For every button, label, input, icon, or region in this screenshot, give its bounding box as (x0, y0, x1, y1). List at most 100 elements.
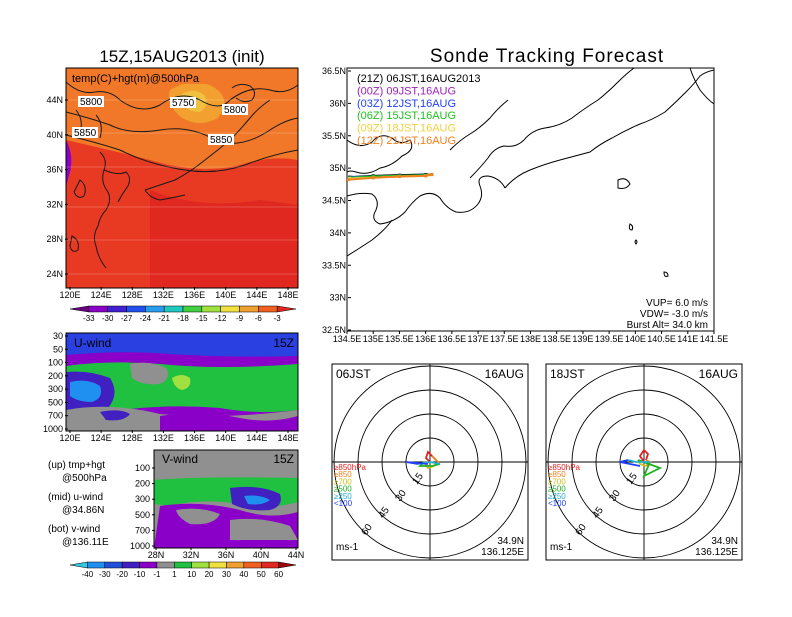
y-tick-label: 700 (135, 525, 150, 535)
x-tick-label: 139E (572, 334, 593, 344)
temperature-map: temp(C)+hgt(m)@500hPa 5800 5750 5800 585… (66, 68, 298, 288)
contour-label: 5850 (74, 128, 97, 139)
tracking-map: (21Z) 06JST,16AUG2013(00Z) 09JST,16AUG (0… (346, 67, 715, 332)
y-tick-label: 30 (53, 331, 63, 341)
colorbar-swatch (201, 305, 221, 313)
colorbar-swatch (69, 561, 88, 569)
track-legend-entry: (06Z) 15JST,16AUG (357, 110, 456, 122)
x-tick-label: 120E (59, 290, 80, 300)
track-annotations: VUP= 6.0 m/s VDW= -3.0 m/s Burst Alt= 34… (627, 298, 708, 331)
x-tick-label: 124E (91, 290, 112, 300)
colorbar-label: 60 (274, 570, 283, 579)
colorbar-swatch (276, 305, 297, 313)
map-label-group: temp(C)+hgt(m)@500hPa (71, 72, 221, 85)
x-tick-label: 44N (288, 550, 305, 560)
track-legend-entry: (00Z) 09JST,16AUG (357, 85, 456, 97)
x-tick-label: 128E (122, 433, 143, 443)
temp-colorbar: -33 -30 -27 -24 -21 -18 -15 -12 -9 -6 -3 (69, 305, 297, 323)
y-tick-label: 40N (46, 130, 63, 140)
x-tick-label: 140.5E (647, 334, 676, 344)
colorbar-swatch (260, 561, 279, 569)
y-tick-label: 36.5N (322, 66, 346, 76)
map-y-ticks: 44N 40N 36N 32N 28N 24N (46, 95, 68, 279)
x-tick-label: 137E (468, 334, 489, 344)
x-tick-label: 137.5E (490, 334, 519, 344)
track-y-ticks: 36.5N 36N 35.5N 35N 34.5N 34N 33.5N 33N 32.5N (322, 66, 351, 335)
hodograph-legend-entry: ≥500 (548, 485, 566, 494)
y-tick-label: 32N (46, 199, 63, 209)
track-legend: (21Z) 06JST,16AUG2013(00Z) 09JST,16AUG (0… (357, 73, 481, 147)
v-wind-panel (154, 450, 298, 548)
colorbar-swatch (145, 305, 165, 313)
colorbar-swatch (87, 561, 106, 569)
hodograph-trace (627, 459, 650, 463)
y-tick-label: 100 (135, 463, 150, 473)
x-tick-label: 120E (59, 433, 80, 443)
hodograph-units: ms-1 (550, 542, 573, 553)
x-tick-label: 140E (625, 334, 646, 344)
colorbar-swatch (139, 561, 158, 569)
colorbar-label: -33 (83, 314, 95, 323)
hodograph-legend-entry: ≥250 (334, 492, 352, 501)
note-mid: (mid) u-wind (48, 492, 103, 503)
x-tick-label: 132E (153, 433, 174, 443)
v-wind-y-ticks: 100 200 300 500 700 1000 (130, 463, 155, 551)
sonde-track-point (347, 178, 350, 182)
note-mid-sub: @34.86N (62, 505, 104, 516)
note-up: (up) tmp+hgt (48, 460, 105, 471)
colorbar-swatch (88, 305, 108, 313)
hodograph-time-label: 18JST (550, 367, 585, 381)
sonde-tracks (347, 173, 434, 182)
x-tick-label: 124E (91, 433, 112, 443)
hodograph-date-label: 16AUG (485, 367, 524, 381)
u-wind-label: U-wind (74, 336, 111, 350)
v-wind-label-bg (160, 452, 208, 466)
u-wind-x-ticks: 120E 124E 128E 132E 136E 140E 144E 148E (59, 430, 299, 443)
colorbar-swatch (156, 561, 175, 569)
y-tick-label: 35.5N (322, 131, 346, 141)
x-tick-label: 148E (277, 290, 298, 300)
colorbar-swatch (69, 305, 90, 313)
sonde-track-point (424, 174, 428, 178)
u-wind-label-bg (72, 336, 120, 350)
contour-labels: 5800 5750 5800 5850 5850 (72, 96, 248, 146)
hodograph-units: ms-1 (336, 542, 359, 553)
hodograph-legend-entry: ≥500 (334, 485, 352, 494)
y-tick-label: 33N (329, 293, 346, 303)
x-tick-label: 141E (677, 334, 698, 344)
hodograph-lat: 34.9N (711, 536, 738, 547)
x-tick-label: 136E (184, 433, 205, 443)
colorbar-label: -40 (82, 570, 94, 579)
colorbar-label: -1 (153, 570, 161, 579)
sonde-track-point (397, 174, 401, 178)
colorbar-swatch (163, 305, 184, 313)
x-tick-label: 139.5E (595, 334, 624, 344)
x-tick-label: 40N (253, 550, 270, 560)
x-tick-label: 136.5E (438, 334, 467, 344)
y-tick-label: 33.5N (322, 260, 346, 270)
hodograph-lat: 34.9N (497, 536, 524, 547)
colorbar-label: -30 (99, 570, 111, 579)
y-tick-label: 500 (135, 510, 150, 520)
colorbar-swatch (208, 561, 227, 569)
contour-label: 5800 (80, 97, 103, 108)
colorbar-swatch (174, 561, 192, 569)
sonde-track-point (348, 176, 352, 180)
hodograph-trace (638, 448, 650, 463)
colorbar-label: -9 (236, 314, 244, 323)
hodograph-legend-entry: ≥700 (548, 477, 566, 486)
y-tick-label: 300 (135, 494, 150, 504)
y-tick-label: 1000 (43, 424, 63, 434)
track-x-ticks: 134.5E 135E 135.5E 136E 136.5E 137E 137.5E 138E… (333, 331, 728, 344)
hodograph-trace (405, 461, 429, 465)
hodograph-trace (619, 459, 641, 467)
colorbar-label: -6 (255, 314, 263, 323)
track-legend-entry: (09Z) 18JST,16AUG (357, 123, 456, 135)
left-title: 15Z,15AUG2013 (init) (99, 47, 264, 66)
track-legend-entry: (21Z) 06JST,16AUG2013 (357, 73, 481, 85)
colorbar-label: -3 (274, 314, 282, 323)
x-tick-label: 138.5E (542, 334, 571, 344)
y-tick-label: 36N (46, 165, 63, 175)
